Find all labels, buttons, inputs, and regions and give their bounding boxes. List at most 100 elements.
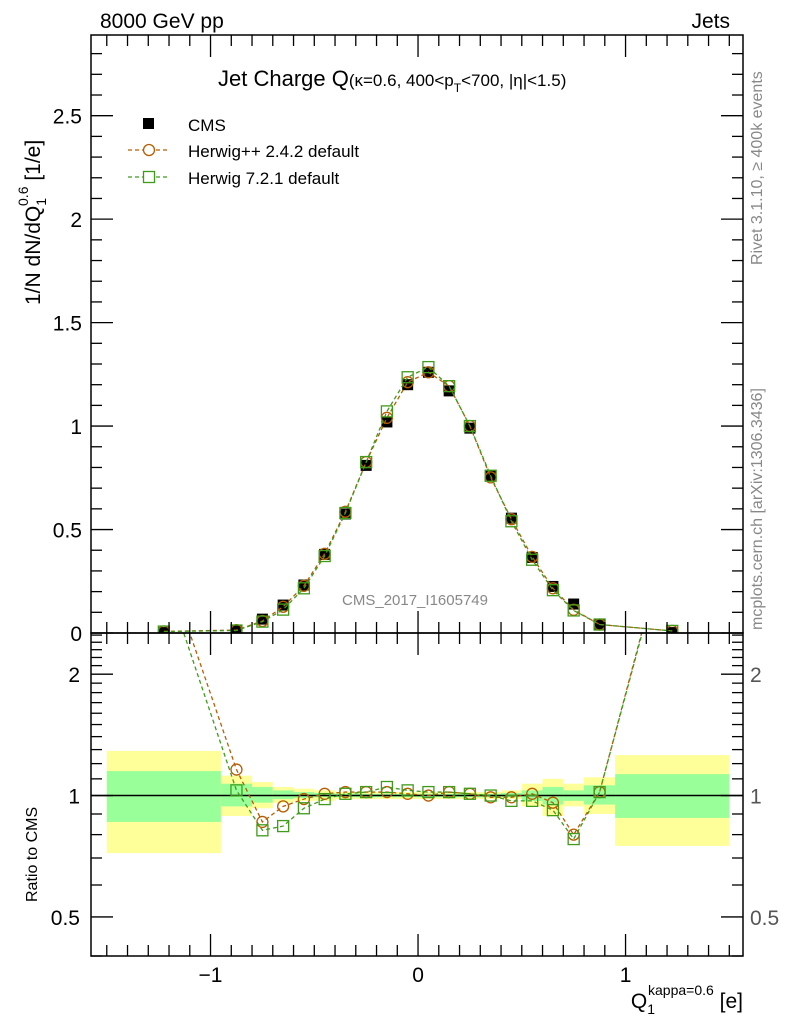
herwig7-ratio-point: [339, 787, 352, 800]
ylabel-a: 1/N dN/dQ: [22, 206, 45, 305]
cms-data-point: [360, 459, 372, 471]
watermark: CMS_2017_I1605749: [342, 592, 488, 609]
herwigpp-ratio-point: [546, 796, 560, 809]
rivet-label: Rivet 3.1.10, ≥ 400k events: [749, 71, 766, 265]
ratio-y-tick-label-right: 0.5: [750, 907, 779, 930]
y-tick-label: 1: [70, 416, 82, 439]
ratio-y-tick-label-right: 1: [750, 786, 762, 809]
y-tick-label: 0: [70, 623, 82, 646]
title-cond-a: (κ=0.6, 400<p: [349, 71, 454, 90]
herwig7-ratio-point: [297, 802, 311, 815]
herwig7-ratio-point: [526, 794, 539, 808]
herwig7-point: [567, 604, 580, 617]
stat-uncertainty-band: [106, 771, 221, 822]
ratio-y-tick-label: 1: [68, 786, 80, 809]
y-tick-label: 0.5: [53, 520, 82, 543]
cms-data-point: [256, 613, 268, 625]
mcplots-label: mcplots.cern.ch [arXiv:1306.3436]: [749, 388, 766, 630]
ratio-y-tick-label: 0.5: [51, 907, 80, 930]
cms-data-point: [158, 627, 170, 633]
x-tick-label: 1: [620, 964, 632, 987]
herwigpp-line: [163, 371, 673, 632]
ylabel-b: [1/e]: [22, 140, 45, 187]
herwig7-ratio-point: [546, 803, 560, 817]
y-axis-label: 1/N dN/dQ10.6 [1/e]: [15, 140, 49, 305]
axis-ticks: −1 0 1 0 0.5 1 1.5 2 2.5 0.5 0.5 1 1 2 2: [51, 35, 779, 987]
herwig7-point: [484, 469, 497, 482]
title-main: Jet Charge Q: [218, 66, 349, 91]
legend-herwigpp-label: Herwig++ 2.4.2 default: [188, 142, 359, 161]
stat-uncertainty-band: [272, 790, 294, 800]
plot-title: Jet Charge Q(κ=0.6, 400<pT<700, |η|<1.5): [218, 66, 566, 95]
xlabel-sub: 1: [647, 1001, 655, 1017]
cms-data-point: [443, 385, 455, 397]
herwig7-ratio-point: [505, 794, 518, 808]
herwig7-point: [297, 582, 311, 595]
y-tick-label: 2: [70, 209, 82, 232]
ratio-y-tick-label-right: 2: [750, 664, 762, 687]
herwig7-point: [380, 405, 394, 418]
herwig7-ratio-line: [183, 633, 643, 841]
title-cond-b: <700, |η|<1.5): [461, 71, 566, 90]
herwig7-ratio-point: [401, 784, 414, 797]
herwig7-ratio-point: [463, 787, 477, 800]
xlabel-a: Q: [631, 990, 647, 1013]
ratio-uncertainty-bands: [106, 750, 730, 854]
herwigpp-ratio-point: [526, 787, 539, 800]
herwig7-ratio-point: [380, 780, 394, 794]
cms-data-point: [526, 551, 538, 563]
x-tick-label: −1: [199, 964, 223, 987]
cms-data-point: [381, 416, 393, 428]
herwig7-ratio-point: [277, 819, 290, 833]
herwig7-ratio-point: [667, 515, 678, 526]
cms-data-point: [277, 599, 289, 611]
cms-data-point: [402, 379, 414, 391]
herwig7-point: [360, 455, 373, 469]
main-plot-marks: [157, 360, 679, 633]
x-axis-label: Q1 kappa=0.6 [e]: [631, 982, 743, 1017]
herwig7-point: [277, 603, 290, 616]
herwig7-ratio-point: [318, 792, 331, 806]
herwig7-ratio-point: [484, 789, 497, 802]
herwig7-ratio-point: [567, 832, 580, 846]
ylabel-sup: 0.6: [15, 186, 31, 206]
title-cond-sub: T: [454, 81, 462, 95]
xlabel-sup: kappa=0.6: [648, 982, 714, 998]
herwig7-ratio-point: [158, 568, 169, 579]
legend: CMS Herwig++ 2.4.2 default Herwig 7.2.1 …: [128, 116, 359, 188]
cms-data-point: [230, 625, 242, 633]
cms-data-point: [666, 627, 678, 633]
ratio-plot-frame: [90, 632, 744, 957]
herwig7-line: [163, 366, 673, 633]
herwig7-ratio-point: [593, 785, 606, 799]
ratio-y-tick-label: 2: [68, 664, 80, 687]
ratio-y-axis-label: Ratio to CMS: [24, 807, 41, 902]
herwigpp-ratio-point: [158, 552, 169, 563]
x-tick-label: 0: [412, 964, 424, 987]
herwig7-ratio-point: [422, 785, 435, 799]
herwig7-point: [443, 379, 456, 393]
herwigpp-ratio-point: [277, 800, 290, 813]
herwig7-ratio-point: [443, 785, 456, 799]
process-label: Jets: [691, 10, 730, 33]
herwig7-point: [401, 371, 414, 384]
herwigpp-ratio-point: [230, 763, 243, 776]
herwigpp-ratio-point: [297, 792, 311, 806]
cms-data-point: [464, 422, 476, 434]
legend-cms-marker: [143, 118, 154, 129]
herwig7-point: [546, 584, 560, 597]
herwig7-ratio-point: [360, 785, 373, 799]
herwig7-point: [526, 553, 539, 566]
legend-herwigpp-marker: [142, 143, 156, 157]
xlabel-b: [e]: [714, 990, 743, 1013]
legend-herwig7-marker: [142, 170, 156, 184]
herwigpp-point: [380, 411, 394, 424]
herwig7-point: [422, 360, 435, 374]
y-tick-label: 1.5: [53, 313, 82, 336]
energy-label: 8000 GeV pp: [100, 10, 224, 33]
herwig7-point: [256, 615, 269, 628]
herwigpp-ratio-point: [667, 512, 678, 523]
herwig7-point: [339, 506, 352, 520]
legend-cms-label: CMS: [188, 116, 226, 135]
